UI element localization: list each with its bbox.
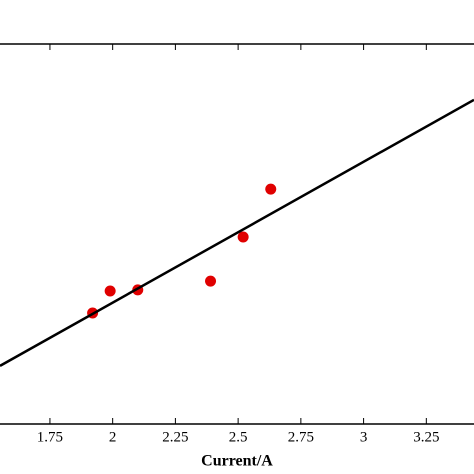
- plot-frame: [0, 43, 474, 425]
- x-tick-label: 1.75: [37, 429, 63, 445]
- x-tick-label: 2.5: [229, 429, 248, 445]
- x-tick-label: 3: [360, 429, 368, 445]
- x-tick-label: 2.75: [288, 429, 314, 445]
- data-point: [237, 231, 249, 243]
- data-point: [104, 285, 116, 297]
- data-point: [205, 275, 217, 287]
- x-axis-label: Current/A: [201, 453, 273, 470]
- x-tick-label: 2.25: [162, 429, 188, 445]
- x-tick-label: 3.25: [413, 429, 439, 445]
- x-tick-label: 2: [109, 429, 117, 445]
- fit-line: [0, 98, 474, 367]
- data-point: [265, 183, 277, 195]
